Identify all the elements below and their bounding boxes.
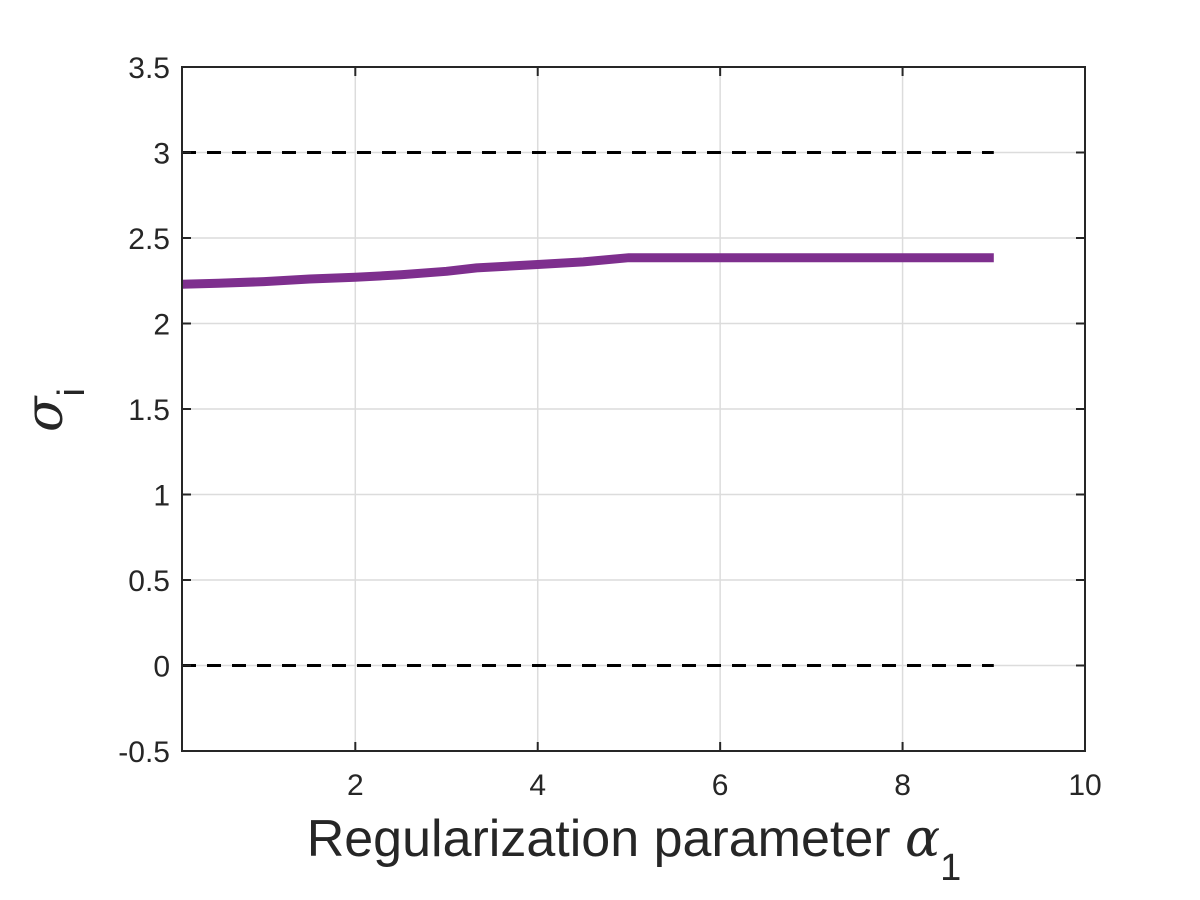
y-tick-label: 0.5 <box>128 565 170 598</box>
x-tick-labels: 2 4 6 8 10 <box>347 769 1102 802</box>
y-axis-title: σi <box>15 388 93 432</box>
x-tick-label: 4 <box>529 769 546 802</box>
x-tick-label: 6 <box>712 769 729 802</box>
x-tick-label: 8 <box>894 769 911 802</box>
x-tick-label: 10 <box>1068 769 1101 802</box>
y-tick-label: 1 <box>153 480 170 513</box>
y-tick-label: 2 <box>153 309 170 342</box>
svg-text:σi: σi <box>15 388 93 432</box>
y-tick-label: 2.5 <box>128 223 170 256</box>
x-tick-label: 2 <box>347 769 364 802</box>
tick-marks <box>182 66 1086 752</box>
y-tick-label: 0 <box>153 651 170 684</box>
y-tick-labels: -0.5 0 0.5 1 1.5 2 2.5 3 3.5 <box>118 52 170 769</box>
x-axis-title: Regularization parameter α1 <box>307 809 962 889</box>
sigma-series-line <box>181 253 994 289</box>
y-tick-label: 1.5 <box>128 394 170 427</box>
y-tick-label: 3 <box>153 138 170 171</box>
series-layer <box>181 151 994 667</box>
y-tick-label: -0.5 <box>118 736 170 769</box>
grid-lines <box>182 66 1086 752</box>
y-tick-label: 3.5 <box>128 52 170 85</box>
